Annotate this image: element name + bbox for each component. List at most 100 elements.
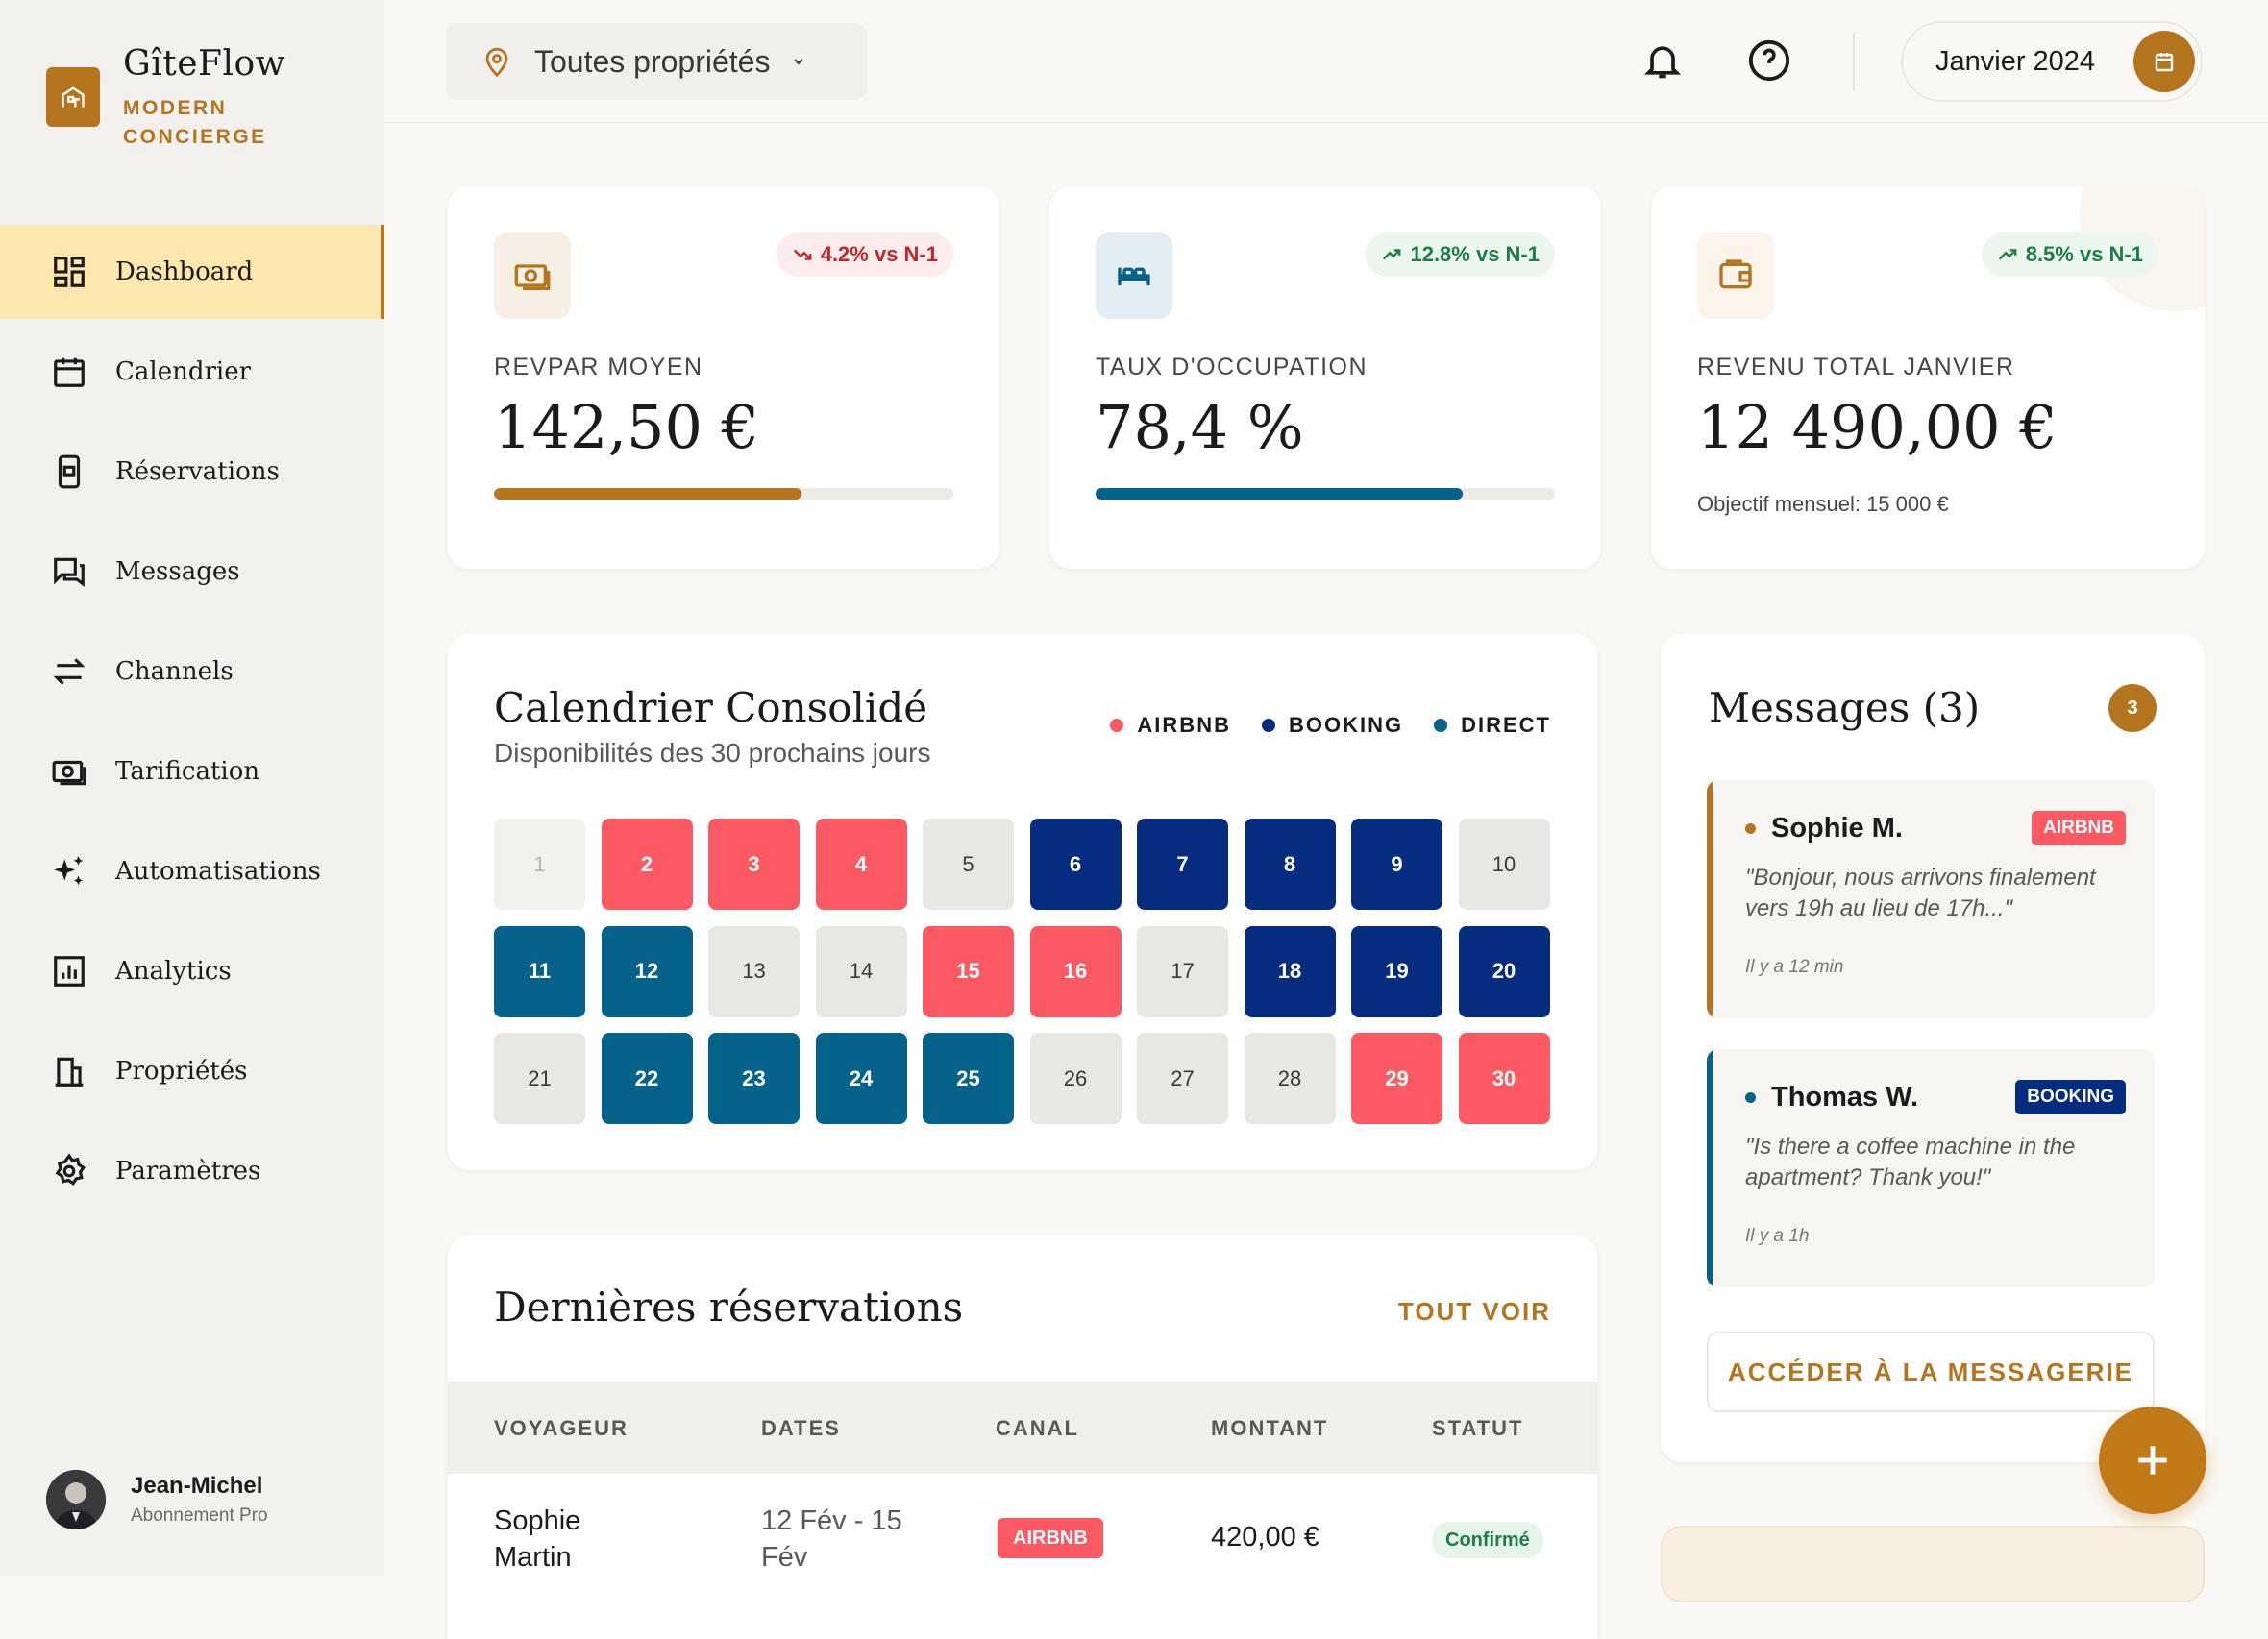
sidebar-item-analytics[interactable]: Analytics: [0, 924, 384, 1018]
bed-icon: [1096, 232, 1172, 319]
legend-dot: [1261, 719, 1275, 732]
calendar-day[interactable]: 21: [494, 1033, 585, 1124]
sidebar-item-proprietes[interactable]: Propriétés: [0, 1024, 384, 1118]
calendar-day[interactable]: 20: [1458, 925, 1550, 1017]
sidebar-item-automatisations[interactable]: Automatisations: [0, 824, 384, 918]
channels-icon: [48, 650, 90, 693]
sidebar-item-reservations[interactable]: Réservations: [0, 425, 384, 519]
top-bar: Toutes propriétés Janvier 2024: [384, 0, 2268, 123]
calendar-day[interactable]: 15: [923, 925, 1014, 1017]
calendar-day[interactable]: 26: [1029, 1033, 1122, 1124]
calendar-day[interactable]: 6: [1029, 819, 1122, 910]
reservations-title: Dernières réservations: [494, 1284, 964, 1331]
calendar-day[interactable]: 10: [1458, 819, 1550, 910]
trend-badge: 12.8% vs N-1: [1366, 232, 1555, 277]
calendar-day[interactable]: 7: [1137, 819, 1228, 910]
logo-icon[interactable]: [46, 67, 100, 127]
plus-icon: [2132, 1439, 2174, 1481]
progress-fill: [1096, 488, 1464, 500]
sidebar-item-parametres[interactable]: Paramètres: [0, 1124, 384, 1218]
status-badge: Confirmé: [1432, 1522, 1543, 1558]
calendar-day[interactable]: 28: [1244, 1033, 1336, 1124]
sidebar-item-label: Channels: [115, 657, 234, 686]
message-accent: [1707, 780, 1713, 1018]
table-header: VOYAGEUR DATES CANAL MONTANT STATUT: [448, 1382, 1597, 1474]
message-sender: Sophie M.: [1745, 813, 1903, 844]
settings-icon: [48, 1150, 90, 1192]
calendar-day[interactable]: 5: [923, 819, 1014, 910]
calendar-day[interactable]: 23: [708, 1033, 800, 1124]
guest-cell: Sophie Martin: [494, 1503, 580, 1576]
add-button[interactable]: [2099, 1407, 2206, 1514]
open-inbox-button[interactable]: ACCÉDER À LA MESSAGERIE: [1707, 1332, 2155, 1412]
kpi-label: REVPAR MOYEN: [494, 354, 703, 380]
trend-badge: 8.5% vs N-1: [1981, 232, 2158, 277]
calendar-day[interactable]: 22: [601, 1033, 693, 1124]
user-profile[interactable]: Jean-Michel Abonnement Pro: [46, 1470, 268, 1529]
trend-up-icon: [1997, 244, 2018, 265]
sidebar-item-channels[interactable]: Channels: [0, 624, 384, 719]
calendar-day[interactable]: 3: [708, 819, 800, 910]
message-sender: Thomas W.: [1745, 1082, 1918, 1113]
sidebar-item-dashboard[interactable]: Dashboard: [0, 225, 384, 319]
kpi-card-revpar: 4.2% vs N-1 REVPAR MOYEN 142,50 €: [448, 186, 999, 569]
kpi-card-occupation: 12.8% vs N-1 TAUX D'OCCUPATION 78,4 %: [1049, 186, 1601, 569]
user-name: Jean-Michel: [131, 1473, 263, 1499]
calendar-day[interactable]: 1: [494, 819, 585, 910]
calendar-day[interactable]: 19: [1351, 925, 1442, 1017]
legend-item: DIRECT: [1434, 713, 1551, 738]
sidebar-item-label: Analytics: [115, 957, 232, 986]
calendar-day[interactable]: 16: [1029, 925, 1122, 1017]
calendar-day[interactable]: 18: [1244, 925, 1336, 1017]
calendar-button-icon[interactable]: [2133, 31, 2195, 92]
notification-bell-icon[interactable]: [1641, 38, 1684, 83]
messages-title: Messages (3): [1709, 684, 1981, 731]
kpi-value: 78,4 %: [1096, 392, 1304, 462]
calendar-day[interactable]: 25: [923, 1033, 1014, 1124]
calendar-day[interactable]: 29: [1351, 1033, 1442, 1124]
calendar-day[interactable]: 14: [815, 925, 907, 1017]
calendar-day[interactable]: 13: [708, 925, 800, 1017]
column-header: DATES: [761, 1416, 841, 1440]
calendar-day[interactable]: 8: [1244, 819, 1336, 910]
calendar-day[interactable]: 27: [1137, 1033, 1228, 1124]
month-picker[interactable]: Janvier 2024: [1901, 21, 2203, 102]
kpi-note: Objectif mensuel: 15 000 €: [1697, 492, 1949, 516]
pricing-icon: [48, 750, 90, 793]
dates-cell: 12 Fév - 15 Fév: [761, 1503, 902, 1576]
sidebar-item-calendrier[interactable]: Calendrier: [0, 325, 384, 419]
message-channel-badge: BOOKING: [2015, 1080, 2126, 1114]
calendar-day[interactable]: 11: [494, 925, 585, 1017]
calendar-day[interactable]: 30: [1458, 1033, 1550, 1124]
help-icon[interactable]: [1747, 38, 1791, 83]
sidebar-item-tarification[interactable]: Tarification: [0, 724, 384, 819]
calendar-day[interactable]: 2: [601, 819, 693, 910]
message-item[interactable]: Sophie M. AIRBNB "Bonjour, nous arrivons…: [1707, 780, 2155, 1018]
sidebar-item-messages[interactable]: Messages: [0, 525, 384, 619]
guest-last-name: Martin: [494, 1542, 572, 1573]
calendar-day[interactable]: 4: [815, 819, 907, 910]
calendar-day[interactable]: 12: [601, 925, 693, 1017]
kpi-value: 142,50 €: [494, 392, 760, 462]
kpi-label: REVENU TOTAL JANVIER: [1697, 354, 2015, 380]
property-select[interactable]: Toutes propriétés: [446, 23, 867, 100]
kpi-label: TAUX D'OCCUPATION: [1096, 354, 1368, 380]
see-all-link[interactable]: TOUT VOIR: [1397, 1297, 1551, 1326]
calendar-subtitle: Disponibilités des 30 prochains jours: [494, 738, 931, 768]
sidebar-item-label: Paramètres: [115, 1157, 261, 1186]
unread-dot: [1745, 1092, 1756, 1103]
message-item[interactable]: Thomas W. BOOKING "Is there a coffee mac…: [1707, 1049, 2155, 1287]
calendar-day[interactable]: 24: [815, 1033, 907, 1124]
money-icon: [494, 232, 571, 319]
calendar-day[interactable]: 17: [1137, 925, 1228, 1017]
calendar-day[interactable]: 9: [1351, 819, 1442, 910]
table-row[interactable]: Sophie Martin 12 Fév - 15 Fév AIRBNB 420…: [448, 1474, 1597, 1589]
trend-text: 4.2% vs N-1: [820, 242, 938, 266]
sidebar-item-label: Messages: [115, 557, 240, 586]
sidebar-nav: Dashboard Calendrier Réservations Messag…: [0, 225, 384, 1224]
brand-tagline: MODERN CONCIERGE: [123, 97, 267, 148]
calendar-grid: 1 2 3 4 5 6 7 8 9 10 11 12 13 14 15 16 17 18 19 20 21 22 23 24 2…: [494, 819, 1550, 1124]
reservations-icon: [48, 451, 90, 493]
trend-down-icon: [792, 244, 813, 265]
dates-line: Fév: [761, 1542, 808, 1573]
